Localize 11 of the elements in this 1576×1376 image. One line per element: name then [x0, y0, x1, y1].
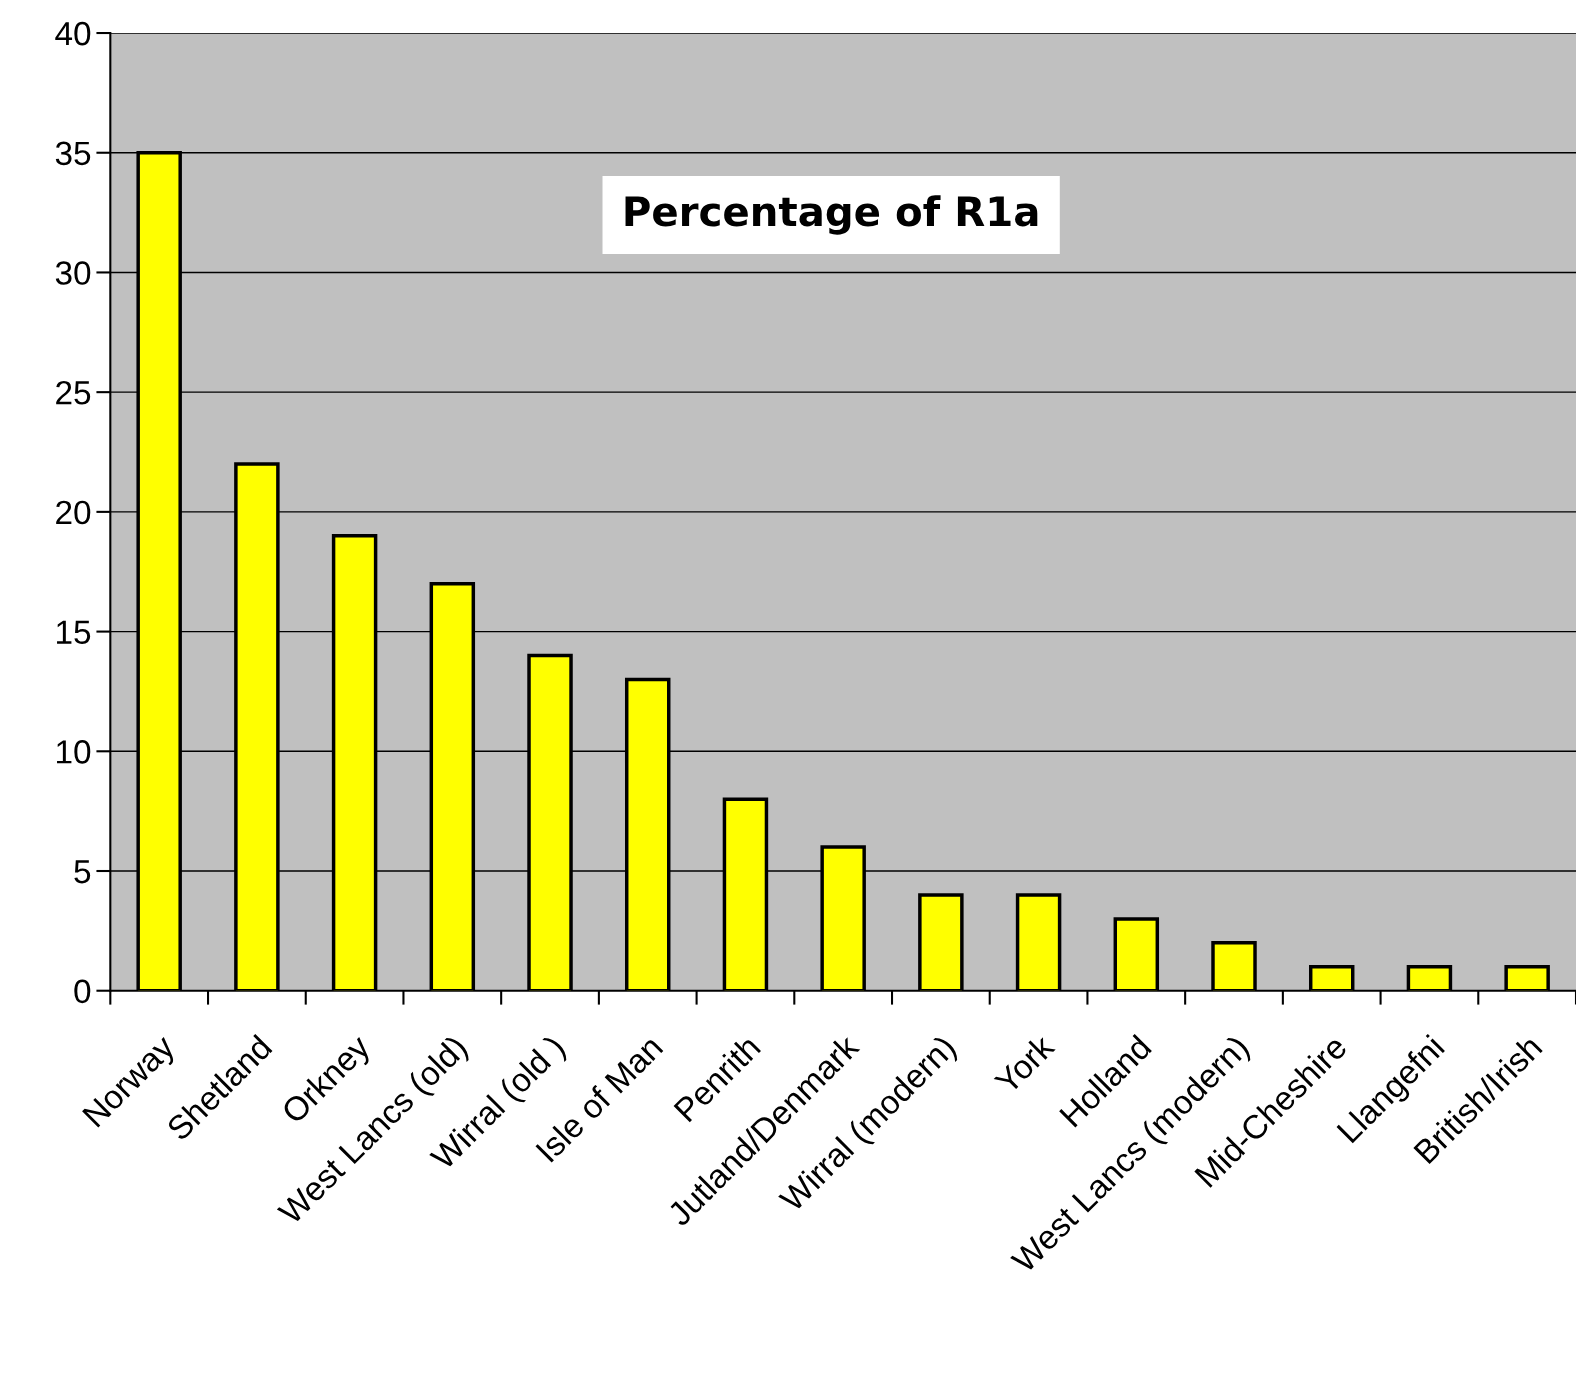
y-tick-label: 40: [55, 21, 91, 46]
x-tick-label: York: [992, 1032, 1056, 1096]
y-tick-label: 0: [74, 979, 91, 1004]
y-tick-label: 10: [57, 740, 91, 764]
text: Percentage of R1a: [625, 195, 1038, 235]
y-tick-label: 15: [57, 620, 91, 644]
y-tick-label: 30: [55, 261, 91, 285]
y-tick-label: 5: [74, 860, 91, 884]
y-tick-label: 35: [55, 141, 91, 166]
y-tick-label: 25: [56, 380, 91, 405]
y-tick-label: 20: [56, 500, 91, 525]
